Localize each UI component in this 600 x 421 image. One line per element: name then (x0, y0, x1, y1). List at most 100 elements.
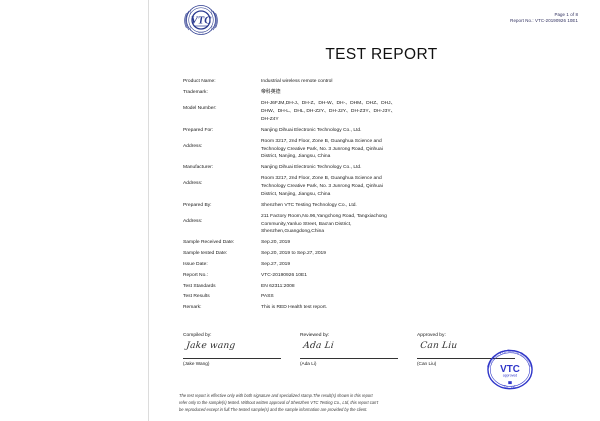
field-value: 211 Factory Room,No.96,Yangchong Road, T… (259, 211, 583, 238)
field-row: Prepared By: Shenzhen VTC Testing Technol… (183, 200, 583, 211)
field-value-line: Sep.20, 2019 (261, 240, 291, 246)
page-number-label: Page 1 of 8 (554, 12, 578, 17)
field-label: Prepared For: (183, 127, 214, 133)
signature-block: Reviewed by: Ada Li (Ada Li) (300, 332, 417, 366)
signature-printed-name: (Jake Wang) (183, 361, 210, 366)
field-value-line: Shenzhen,Guangdong,China (261, 229, 325, 235)
field-label: Test Standards (183, 283, 216, 289)
field-row: Remark: This is RED Health test report. (183, 303, 583, 314)
field-value-line: Technology Creative Park, No. 3 Junrong … (261, 146, 383, 152)
vtc-logo-icon: VTC VTC (179, 4, 223, 38)
footer-line: be reproduced except in full.The tested … (179, 407, 368, 413)
document-page: VTC VTC Page 1 of 8 Report No.: VTC-2019… (148, 0, 600, 421)
field-label: Product Name: (183, 79, 216, 85)
signature-line (183, 357, 281, 359)
field-label: Address: (183, 181, 203, 187)
field-value: Sep.20, 2019 to Sep.27, 2019 (259, 249, 583, 260)
field-label: Remark: (183, 305, 202, 311)
handwritten-signature: Can Liu (419, 340, 458, 351)
field-value-line: Technology Creative Park, No. 3 Junrong … (261, 184, 383, 189)
field-value: EN 62311:2008 (259, 281, 583, 292)
field-value-line: 帝科英德 (261, 89, 281, 96)
signature-role-label: Reviewed by: (300, 332, 330, 338)
field-value-line: 211 Factory Room,No.96,Yangchong Road, T… (261, 213, 387, 219)
field-value-line: This is RED Health test report. (261, 305, 328, 311)
field-value-line: EN 62311:2008 (261, 283, 295, 289)
field-label: Model Number: (183, 106, 217, 112)
field-label: Prepared By: (183, 202, 212, 208)
page-title: TEST REPORT (325, 46, 438, 63)
field-label: Address: (183, 218, 203, 224)
field-value: Room 3217, 2nd Floor, Zone B, Guanghua S… (259, 136, 583, 163)
field-value: Nanjing Dihuai Electronic Technology Co.… (259, 125, 583, 136)
field-row: Issue Date: Sep.27, 2019 (183, 259, 583, 270)
field-value-line: Sep.27, 2019 (261, 261, 291, 267)
field-value: Sep.27, 2019 (259, 259, 583, 270)
field-value-line: Nanjing Dihuai Electronic Technology Co.… (261, 127, 362, 133)
header-meta: Page 1 of 8 Report No.: VTC-20190926 10E… (510, 12, 578, 25)
field-value-line: District, Nanjing, Jiangsu, China (261, 154, 331, 160)
field-label: Trademark: (183, 90, 208, 96)
field-label: Manufacturer: (183, 165, 214, 171)
field-value-line: Room 3217, 2nd Floor, Zone B, Guanghua S… (261, 176, 382, 182)
signature-block: Compiled by: Jake wang (Jake Wang) (183, 332, 300, 366)
footer-line: refer only to the sample(s) tested. With… (179, 400, 379, 406)
signature-role-label: Compiled by: (183, 332, 212, 338)
field-row: Sample Received Date: Sep.20, 2019 (183, 238, 583, 249)
handwritten-signature: Jake wang (185, 340, 236, 351)
field-row: Test Results PASS (183, 292, 583, 303)
field-row: Sample tested Date: Sep.20, 2019 to Sep.2… (183, 249, 583, 260)
field-value: PASS (259, 292, 583, 303)
report-fields-body: Product Name: Industrial wireless remote … (183, 77, 583, 314)
field-label: Sample Received Date: (183, 240, 235, 246)
field-row: Address: 211 Factory Room,No.96,Yangchong… (183, 211, 583, 238)
svg-text:VTC: VTC (191, 16, 212, 27)
field-value-line: DH-J6FJM,DH-J、DH-Z、DH-W、DH-、DHM、DHZ、DHJ、 (261, 101, 396, 107)
field-value: DH-J6FJM,DH-J、DH-Z、DH-W、DH-、DHM、DHZ、DHJ、… (259, 99, 583, 126)
signature-line (417, 357, 515, 359)
header-report-number: Report No.: VTC-20190926 10E1 (510, 18, 578, 24)
field-value-line: PASS (261, 294, 274, 300)
field-value-line: VTC-20190926 10E1 (261, 272, 307, 278)
field-value: VTC-20190926 10E1 (259, 270, 583, 281)
svg-text:VTC: VTC (198, 31, 204, 35)
handwritten-signature: Ada Li (302, 340, 335, 351)
field-value-line: Shenzhen VTC Testing Technology Co., Ltd… (261, 202, 357, 208)
field-value: Room 3217, 2nd Floor, Zone B, Guanghua S… (259, 174, 583, 201)
field-value-line: District, Nanjing, Jiangsu, China (261, 191, 331, 197)
field-value: Shenzhen VTC Testing Technology Co., Ltd… (259, 200, 583, 211)
field-value: Sep.20, 2019 (259, 238, 583, 249)
field-row: Product Name: Industrial wireless remote … (183, 77, 583, 88)
footer-disclaimer: The test report is effective only with b… (179, 392, 578, 413)
field-label: Issue Date: (183, 261, 208, 267)
field-label: Report No.: (183, 272, 209, 278)
field-value: Industrial wireless remote control (259, 77, 583, 88)
field-value: 帝科英德 (259, 88, 583, 99)
field-row: Manufacturer: Nanjing Dihuai Electronic T… (183, 163, 583, 174)
field-row: Address: Room 3217, 2nd Floor, Zone B, Gu… (183, 136, 583, 163)
signature-line (300, 357, 398, 359)
field-label: Address: (183, 143, 203, 149)
field-row: Prepared For: Nanjing Dihuai Electronic T… (183, 125, 583, 136)
field-value-line: DH-Z4Y (261, 116, 279, 122)
signature-printed-name: (Can Liu) (417, 361, 437, 366)
field-value-line: DHW、DH-L、DHL, DH-Z2Y、DH-J2Y、DH-Z3Y、DH-J3… (261, 109, 396, 114)
field-row: Address: Room 3217, 2nd Floor, Zone B, Gu… (183, 174, 583, 201)
field-value: This is RED Health test report. (259, 303, 583, 314)
footer-line: The test report is effective only with b… (179, 393, 373, 398)
field-row: Trademark: 帝科英德 (183, 88, 583, 99)
field-value-line: Room 3217, 2nd Floor, Zone B, Guanghua S… (261, 138, 382, 144)
field-row: Model Number: DH-J6FJM,DH-J、DH-Z、DH-W、DH-… (183, 99, 583, 126)
field-value: Nanjing Dihuai Electronic Technology Co.… (259, 163, 583, 174)
signature-printed-name: (Ada Li) (300, 361, 317, 366)
field-value-line: Sep.20, 2019 to Sep.27, 2019 (261, 251, 326, 257)
svg-text:Co., Ltd.: Co., Ltd. (503, 384, 517, 389)
field-value-line: Community,Yanluo Street, Bao'an District… (261, 221, 352, 227)
field-value-line: Nanjing Dihuai Electronic Technology Co.… (261, 165, 362, 171)
field-label: Test Results (183, 294, 210, 300)
signature-role-label: Approved by: (417, 332, 446, 338)
field-row: Report No.: VTC-20190926 10E1 (183, 270, 583, 281)
field-value-line: Industrial wireless remote control (261, 79, 333, 85)
field-label: Sample tested Date: (183, 251, 228, 257)
signature-row: Compiled by: Jake wang (Jake Wang) Reviewed… (183, 332, 600, 389)
